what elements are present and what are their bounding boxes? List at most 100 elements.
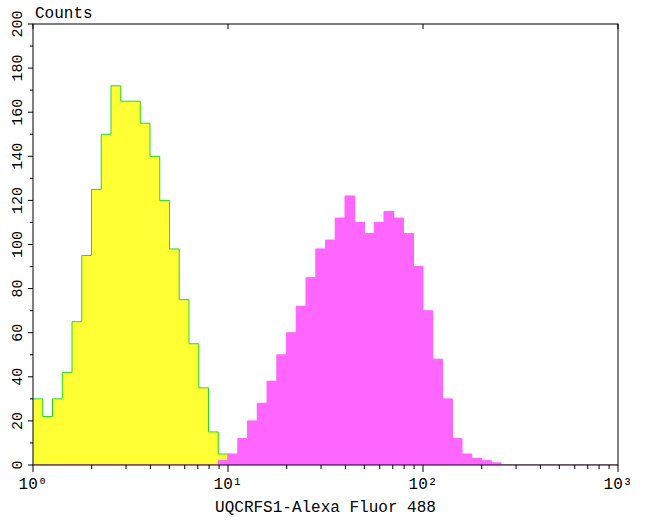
y-minor-tick	[30, 354, 33, 355]
histogram-bar	[53, 399, 63, 465]
histogram-series	[33, 86, 618, 465]
x-minor-tick	[197, 465, 198, 469]
y-axis-label: Counts	[35, 5, 93, 23]
x-tick	[618, 465, 619, 472]
y-minor-tick	[30, 46, 33, 47]
y-tick	[28, 200, 33, 201]
x-tick-label: 10¹	[214, 476, 243, 494]
x-minor-tick	[286, 465, 287, 469]
histogram-bar	[238, 439, 248, 465]
histogram-bar	[62, 372, 72, 465]
x-minor-tick	[587, 465, 588, 469]
x-minor-tick	[599, 465, 600, 469]
y-tick-label: 100	[10, 231, 27, 258]
histogram-bar	[481, 461, 491, 465]
histogram-bar	[325, 240, 335, 465]
histogram-bar	[452, 439, 462, 465]
histogram-bar	[277, 355, 287, 465]
histogram-bar	[413, 267, 423, 465]
histogram-bar	[286, 333, 296, 465]
histogram-bar	[170, 249, 180, 465]
y-tick-label: 20	[10, 412, 27, 430]
histogram-bar	[33, 399, 43, 465]
histogram-bar	[208, 432, 218, 465]
y-minor-tick	[30, 134, 33, 135]
y-minor-tick	[30, 442, 33, 443]
x-minor-tick	[345, 465, 346, 469]
histogram-bar	[199, 388, 209, 465]
y-minor-tick	[30, 310, 33, 311]
y-tick	[28, 332, 33, 333]
y-tick	[28, 24, 33, 25]
x-minor-tick	[404, 465, 405, 469]
y-tick	[28, 156, 33, 157]
y-tick-label: 180	[10, 55, 27, 82]
histogram-bar	[316, 249, 326, 465]
histogram-bar	[433, 359, 443, 465]
x-minor-tick	[209, 465, 210, 469]
histogram-bar	[423, 311, 433, 465]
x-minor-tick	[126, 465, 127, 469]
x-minor-tick	[321, 465, 322, 469]
x-minor-tick	[219, 465, 220, 469]
histogram-bar	[218, 461, 228, 465]
x-tick-label: 10³	[604, 476, 633, 494]
y-tick	[28, 244, 33, 245]
histogram-bar	[101, 134, 111, 465]
x-minor-tick	[150, 465, 151, 469]
y-tick	[28, 288, 33, 289]
y-tick-label: 160	[10, 99, 27, 126]
histogram-bar	[82, 256, 92, 465]
histogram-bar	[43, 416, 53, 465]
y-tick	[28, 465, 33, 466]
x-minor-tick	[169, 465, 170, 469]
histogram-bar	[374, 222, 384, 465]
x-minor-tick	[392, 465, 393, 469]
x-tick-top	[33, 24, 34, 29]
x-minor-tick	[559, 465, 560, 469]
plot-area	[33, 86, 618, 465]
y-tick	[28, 68, 33, 69]
x-axis-label: UQCRFS1-Alexa Fluor 488	[215, 499, 436, 517]
histogram-bar	[394, 218, 404, 465]
y-tick	[28, 376, 33, 377]
histogram-bar	[130, 101, 140, 465]
x-minor-tick	[516, 465, 517, 469]
histogram-bar	[462, 454, 472, 465]
histogram-bar	[160, 200, 170, 465]
x-minor-tick	[609, 465, 610, 469]
x-tick	[423, 465, 424, 472]
x-tick-top	[423, 24, 424, 29]
histogram-bar	[345, 196, 355, 465]
x-minor-tick	[364, 465, 365, 469]
histogram-bar	[150, 156, 160, 465]
histogram-bar	[355, 222, 365, 465]
histogram-bar	[267, 381, 277, 465]
histogram-bar	[472, 458, 482, 465]
x-tick-top	[228, 24, 229, 29]
y-tick-label: 40	[10, 368, 27, 386]
x-tick	[33, 465, 34, 472]
y-minor-tick	[30, 90, 33, 91]
histogram-bar	[91, 189, 101, 465]
histogram-bar	[248, 421, 258, 465]
y-tick-label: 120	[10, 187, 27, 214]
histogram-outline	[33, 86, 618, 465]
histogram-bar	[121, 101, 131, 465]
y-minor-tick	[30, 178, 33, 179]
histogram-series	[33, 196, 618, 465]
y-tick-label: 60	[10, 324, 27, 342]
histogram-outline	[33, 196, 618, 465]
y-minor-tick	[30, 222, 33, 223]
histogram-bar	[443, 399, 453, 465]
histogram-bar	[140, 123, 150, 465]
y-tick-label: 80	[10, 280, 27, 298]
x-minor-tick	[91, 465, 92, 469]
y-tick-label: 0	[10, 460, 27, 469]
x-tick-label: 10⁰	[19, 476, 48, 494]
x-minor-tick	[414, 465, 415, 469]
histogram-bar	[179, 300, 189, 465]
x-minor-tick	[574, 465, 575, 469]
y-minor-tick	[30, 266, 33, 267]
histogram-bar	[306, 278, 316, 465]
